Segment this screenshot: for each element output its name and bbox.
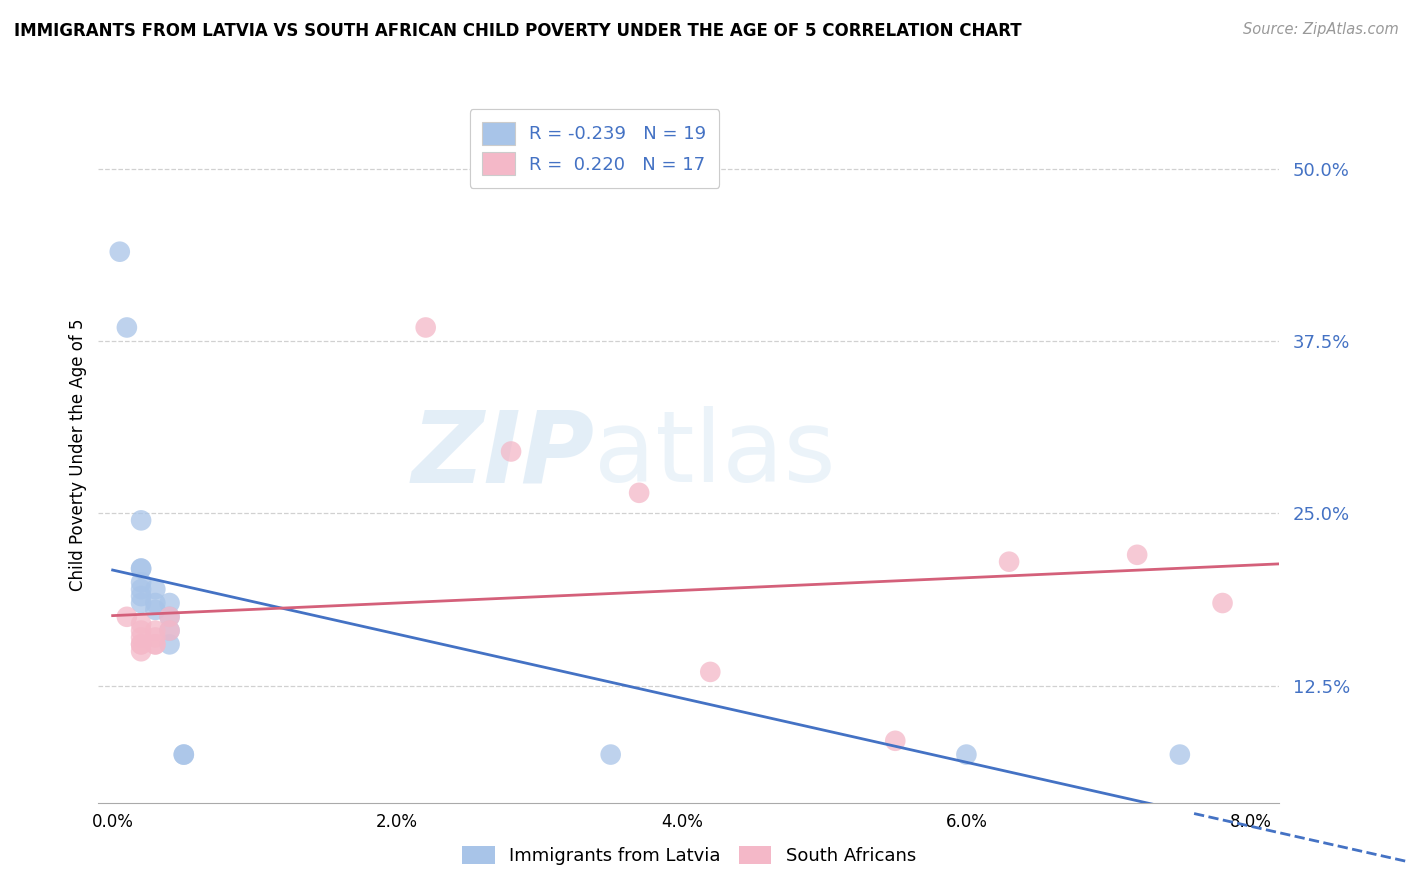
- Text: IMMIGRANTS FROM LATVIA VS SOUTH AFRICAN CHILD POVERTY UNDER THE AGE OF 5 CORRELA: IMMIGRANTS FROM LATVIA VS SOUTH AFRICAN …: [14, 22, 1022, 40]
- Point: [415, 320, 437, 334]
- Point: [159, 609, 181, 624]
- Point: [129, 561, 152, 575]
- Point: [143, 582, 166, 597]
- Point: [143, 596, 166, 610]
- Point: [159, 624, 181, 638]
- Point: [955, 747, 977, 762]
- Point: [1212, 596, 1234, 610]
- Point: [143, 631, 166, 645]
- Point: [159, 624, 181, 638]
- Point: [143, 603, 166, 617]
- Point: [129, 616, 152, 631]
- Point: [159, 596, 181, 610]
- Point: [129, 624, 152, 638]
- Point: [1126, 548, 1149, 562]
- Point: [129, 596, 152, 610]
- Point: [159, 609, 181, 624]
- Point: [499, 444, 522, 458]
- Legend: Immigrants from Latvia, South Africans: Immigrants from Latvia, South Africans: [453, 837, 925, 874]
- Point: [143, 637, 166, 651]
- Point: [998, 555, 1021, 569]
- Point: [129, 575, 152, 590]
- Point: [143, 637, 166, 651]
- Point: [115, 609, 138, 624]
- Text: ZIP: ZIP: [412, 407, 595, 503]
- Point: [129, 561, 152, 575]
- Point: [699, 665, 721, 679]
- Point: [115, 320, 138, 334]
- Point: [143, 624, 166, 638]
- Text: Source: ZipAtlas.com: Source: ZipAtlas.com: [1243, 22, 1399, 37]
- Point: [129, 582, 152, 597]
- Y-axis label: Child Poverty Under the Age of 5: Child Poverty Under the Age of 5: [69, 318, 87, 591]
- Point: [129, 644, 152, 658]
- Point: [129, 637, 152, 651]
- Point: [599, 747, 621, 762]
- Point: [129, 631, 152, 645]
- Text: atlas: atlas: [595, 407, 837, 503]
- Point: [129, 637, 152, 651]
- Point: [173, 747, 195, 762]
- Point: [129, 513, 152, 527]
- Point: [628, 485, 651, 500]
- Point: [1168, 747, 1191, 762]
- Point: [129, 589, 152, 603]
- Legend: R = -0.239   N = 19, R =  0.220   N = 17: R = -0.239 N = 19, R = 0.220 N = 17: [470, 109, 718, 188]
- Point: [884, 733, 907, 747]
- Point: [159, 637, 181, 651]
- Point: [173, 747, 195, 762]
- Point: [108, 244, 131, 259]
